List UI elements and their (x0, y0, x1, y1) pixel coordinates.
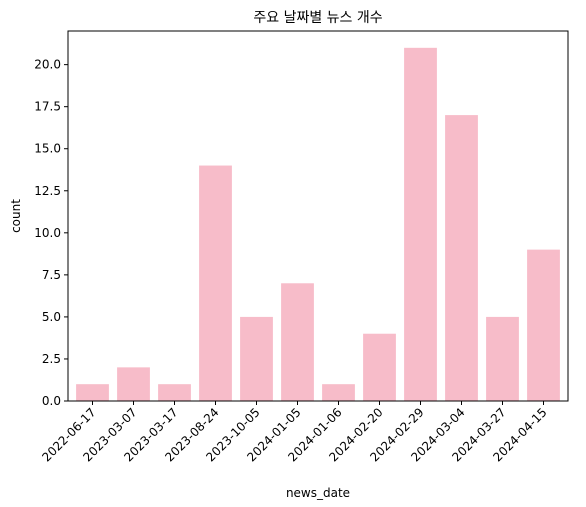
x-axis-title: news_date (286, 486, 350, 500)
y-tick-label: 17.5 (34, 100, 61, 114)
y-tick-label: 7.5 (42, 268, 61, 282)
bar (76, 384, 109, 401)
bar (158, 384, 191, 401)
bar (527, 249, 560, 401)
bar (363, 333, 396, 401)
bars-group (76, 47, 560, 402)
bar (199, 165, 232, 401)
bar (281, 283, 314, 401)
y-axis-title: count (9, 199, 23, 233)
bar (240, 316, 273, 401)
chart-title: 주요 날짜별 뉴스 개수 (253, 10, 382, 26)
plot-frame (67, 30, 569, 402)
y-tick-label: 15.0 (34, 142, 61, 156)
y-tick-label: 0.0 (42, 394, 61, 408)
y-tick-label: 12.5 (34, 184, 61, 198)
bar (445, 115, 478, 401)
x-axis-ticks: 2022-06-172023-03-072023-03-172023-08-24… (39, 401, 550, 464)
bar (322, 384, 355, 401)
bar (404, 47, 437, 402)
y-tick-label: 20.0 (34, 58, 61, 72)
bar (486, 316, 519, 401)
y-axis-ticks: 0.0 2.5 5.0 7.5 10.0 12.5 15.0 17.5 20.0 (34, 58, 68, 408)
y-tick-label: 10.0 (34, 226, 61, 240)
y-tick-label: 2.5 (42, 352, 61, 366)
bar (117, 367, 150, 401)
y-tick-label: 5.0 (42, 310, 61, 324)
